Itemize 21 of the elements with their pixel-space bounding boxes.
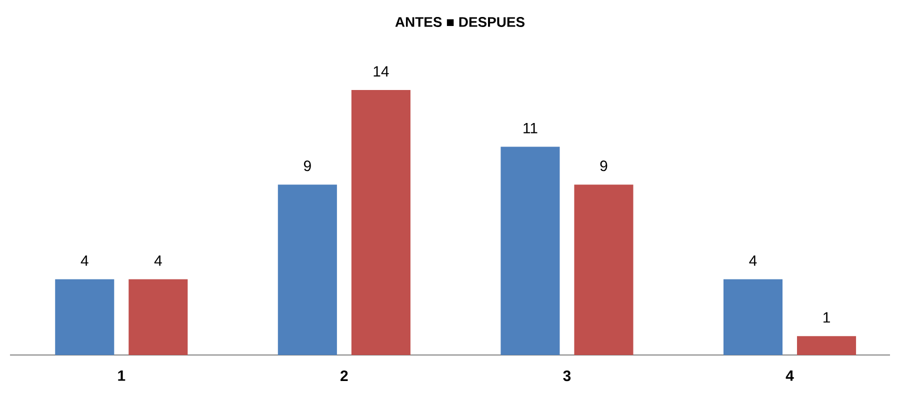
- bar: [55, 279, 114, 355]
- data-label: 11: [524, 122, 538, 134]
- bar: [128, 279, 188, 355]
- data-label: 9: [600, 160, 608, 172]
- bar: [574, 184, 634, 355]
- chart-title: ANTES ■ DESPUES: [395, 17, 525, 27]
- x-tick-label: 2: [340, 370, 348, 381]
- x-tick-label: 3: [563, 370, 571, 382]
- bar: [797, 336, 856, 355]
- bar: [351, 90, 410, 355]
- data-label: 4: [154, 255, 162, 266]
- bar: [500, 146, 560, 355]
- x-tick-label: 4: [786, 370, 794, 381]
- data-label: 14: [374, 66, 389, 76]
- bar: [723, 279, 783, 355]
- bar: [278, 184, 337, 355]
- data-label: 4: [80, 255, 88, 266]
- x-tick-label: 1: [118, 370, 126, 381]
- data-label: 9: [304, 160, 311, 172]
- data-label: 1: [824, 312, 830, 323]
- data-label: 4: [749, 255, 757, 266]
